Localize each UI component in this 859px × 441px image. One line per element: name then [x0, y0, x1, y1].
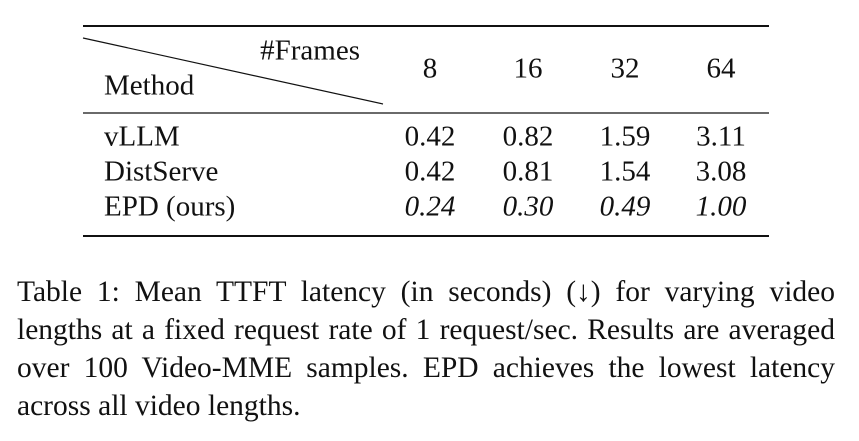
latency-cell: 0.24 — [405, 191, 456, 223]
column-header: 16 — [514, 53, 543, 85]
latency-cell: 1.59 — [600, 121, 651, 153]
latency-cell: 0.42 — [405, 156, 456, 188]
method-name: EPD (ours) — [104, 191, 235, 223]
row-header-label: Method — [104, 70, 195, 102]
method-name: DistServe — [104, 156, 218, 188]
table-body: vLLM 0.42 0.82 1.59 3.11 DistServe 0.42 0.81 1.5… — [104, 121, 747, 223]
latency-cell: 0.49 — [600, 191, 651, 223]
latency-cell: 0.82 — [503, 121, 554, 153]
latency-cell: 0.81 — [503, 156, 554, 188]
column-headers: 8 16 32 64 — [423, 53, 736, 85]
diagonal-rule — [82, 37, 384, 105]
latency-cell: 1.54 — [600, 156, 651, 188]
latency-cell: 0.30 — [503, 191, 554, 223]
latency-cell: 3.11 — [696, 121, 746, 153]
column-header: 32 — [611, 53, 640, 85]
latency-cell: 3.08 — [696, 156, 747, 188]
column-header: 8 — [423, 53, 438, 85]
table-caption: Table 1: Mean TTFT latency (in seconds) … — [17, 276, 835, 422]
latency-cell: 1.00 — [696, 191, 747, 223]
method-name: vLLM — [104, 121, 180, 153]
column-header: 64 — [707, 53, 737, 85]
latency-cell: 0.42 — [405, 121, 456, 153]
column-group-label: #Frames — [260, 35, 360, 67]
